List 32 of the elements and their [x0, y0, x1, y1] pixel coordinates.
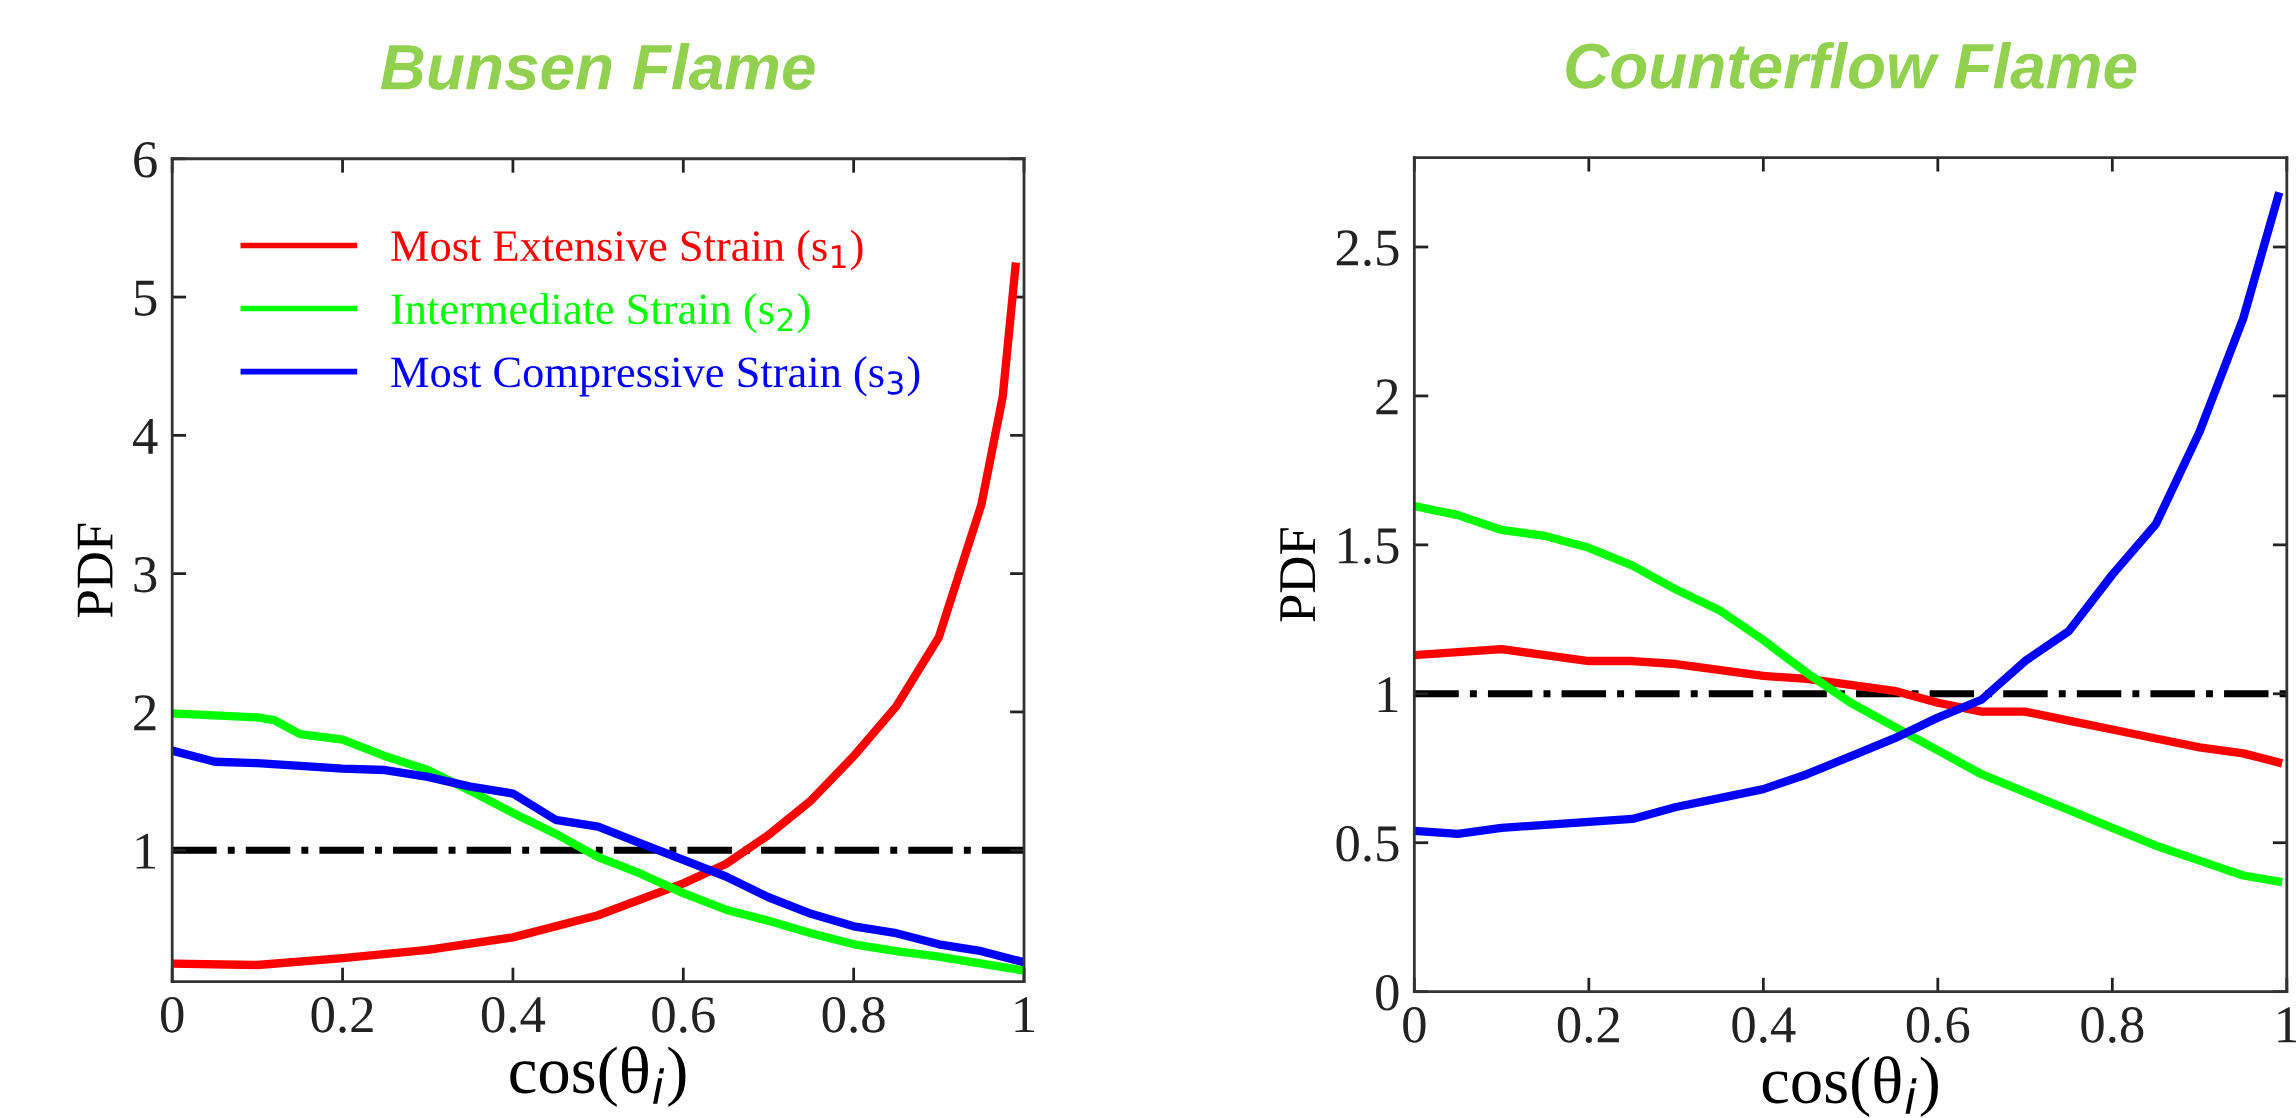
- x-tick-label: 0.2: [1557, 1007, 1619, 1043]
- legend-label: Most Compressive Strain (s$_{3}$): [391, 356, 920, 397]
- y-tick-label: 1: [136, 833, 156, 869]
- x-tick-label: 0: [161, 997, 184, 1033]
- y-tick-label: 3: [134, 557, 157, 593]
- x-axis-title: cos(θ$_{i}$): [510, 1046, 686, 1107]
- x-tick-label: 0.4: [1732, 1007, 1796, 1043]
- y-tick-label: 2: [1376, 379, 1398, 415]
- y-tick-label: 1.5: [1339, 528, 1399, 564]
- legend-label: Intermediate Strain (s$_{2}$): [391, 292, 810, 334]
- x-tick-label: 0.6: [1906, 1007, 1970, 1043]
- y-tick-label: 2: [134, 695, 156, 731]
- x-tick-label: 0.4: [481, 997, 546, 1033]
- x-tick-label: 0.8: [2081, 1007, 2144, 1043]
- y-tick-label: 2.5: [1336, 230, 1399, 267]
- chart-title: Counterflow Flame: [1566, 41, 2137, 89]
- y-axis-title: PDF: [1280, 528, 1316, 622]
- x-tick-label: 1: [1015, 997, 1035, 1033]
- y-tick-label: 1: [1378, 677, 1398, 713]
- chart-title: Bunsen Flame: [380, 43, 815, 90]
- x-tick-label: 0.2: [311, 997, 373, 1033]
- x-tick-label: 0.6: [652, 997, 715, 1033]
- x-axis-title: cos(θ$_{i}$): [1762, 1056, 1938, 1118]
- x-tick-label: 1: [2278, 1007, 2296, 1043]
- y-tick-label: 4: [132, 418, 158, 454]
- y-tick-label: 0.5: [1336, 825, 1399, 862]
- x-tick-label: 0: [1403, 1007, 1426, 1043]
- x-tick-label: 0.8: [822, 997, 885, 1033]
- legend-label: Most Extensive Strain (s$_{1}$): [391, 229, 863, 271]
- y-axis-title: PDF: [77, 523, 113, 618]
- y-tick-label: 5: [134, 280, 157, 316]
- y-tick-label: 6: [134, 142, 157, 178]
